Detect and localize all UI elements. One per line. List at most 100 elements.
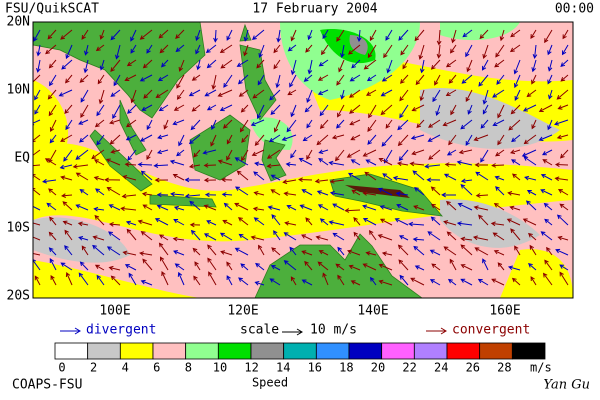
wind-arrow bbox=[492, 119, 505, 126]
wind-arrow bbox=[543, 202, 553, 211]
wind-arrow bbox=[211, 119, 217, 131]
wind-arrow bbox=[434, 74, 441, 86]
wind-arrow bbox=[509, 44, 521, 53]
wind-arrow bbox=[290, 276, 297, 286]
wind-arrow bbox=[336, 29, 345, 42]
wind-arrow bbox=[351, 59, 361, 69]
colorbar-swatch bbox=[479, 342, 513, 360]
wind-arrow bbox=[80, 89, 89, 103]
wind-arrow bbox=[546, 246, 553, 256]
wind-arrow bbox=[125, 220, 137, 226]
wind-arrow bbox=[202, 149, 217, 155]
wind-arrow bbox=[266, 163, 281, 169]
wind-arrow bbox=[254, 281, 265, 286]
colorbar-swatch bbox=[348, 342, 383, 360]
wind-arrow bbox=[130, 29, 137, 42]
wind-arrow bbox=[290, 149, 297, 159]
wind-arrow bbox=[193, 149, 201, 158]
wind-arrow bbox=[34, 104, 41, 115]
wind-arrow bbox=[559, 271, 569, 286]
wind-arrow bbox=[491, 163, 505, 168]
wind-arrow bbox=[75, 149, 89, 160]
wind-arrow bbox=[396, 161, 409, 167]
wind-arrow bbox=[210, 134, 217, 147]
wind-arrow bbox=[257, 74, 265, 86]
wind-arrow bbox=[141, 104, 153, 111]
wind-arrow bbox=[172, 174, 185, 181]
wind-arrow bbox=[270, 174, 281, 181]
wind-arrow bbox=[460, 236, 473, 242]
wind-arrow bbox=[493, 203, 505, 211]
wind-arrow bbox=[253, 191, 265, 196]
wind-arrow bbox=[332, 203, 345, 211]
wind-arrow bbox=[430, 203, 441, 211]
wind-arrow bbox=[276, 29, 281, 43]
wind-arrow bbox=[159, 234, 169, 241]
wind-arrow bbox=[306, 149, 313, 161]
speed-fields bbox=[33, 22, 573, 298]
wind-arrow bbox=[528, 263, 537, 271]
wind-arrow bbox=[94, 214, 105, 226]
colorbar-swatch bbox=[413, 342, 448, 360]
wind-arrow bbox=[110, 149, 121, 154]
wind-arrow bbox=[338, 59, 345, 73]
convergent-arrow bbox=[426, 327, 447, 335]
wind-arrow bbox=[508, 119, 521, 131]
colorbar-swatch bbox=[250, 342, 285, 360]
wind-arrow bbox=[446, 149, 457, 156]
wind-arrow bbox=[157, 74, 169, 82]
wind-arrow bbox=[34, 89, 41, 101]
wind-arrow bbox=[531, 119, 537, 130]
wind-arrow bbox=[368, 104, 377, 119]
wind-arrow bbox=[316, 190, 329, 196]
wind-arrow bbox=[125, 134, 137, 141]
wind-arrow bbox=[50, 274, 57, 286]
wind-arrow bbox=[42, 178, 57, 184]
wind-arrow bbox=[460, 183, 473, 196]
wind-arrow bbox=[126, 59, 137, 67]
wind-arrow bbox=[170, 191, 185, 197]
wind-arrow bbox=[48, 104, 57, 117]
wind-arrow bbox=[462, 29, 473, 38]
colorbar-label: 14 bbox=[276, 361, 290, 375]
wind-arrow bbox=[146, 44, 153, 54]
wind-arrow bbox=[78, 272, 89, 286]
wind-arrow bbox=[412, 237, 425, 242]
wind-arrow bbox=[378, 279, 393, 286]
wind-arrow bbox=[328, 220, 345, 226]
wind-arrow bbox=[84, 44, 89, 56]
convergent-label: convergent bbox=[452, 323, 530, 338]
lon-label: 120E bbox=[227, 304, 258, 319]
wind-arrow bbox=[194, 261, 201, 271]
wind-arrow bbox=[479, 29, 489, 40]
wind-arrow bbox=[419, 59, 425, 74]
wind-arrow bbox=[510, 149, 521, 155]
wind-arrow bbox=[514, 74, 521, 89]
wind-arrow bbox=[96, 104, 105, 117]
wind-arrow bbox=[465, 44, 473, 58]
wind-arrow bbox=[443, 173, 457, 181]
wind-arrow bbox=[163, 119, 169, 130]
colorbar-label: 0 bbox=[58, 361, 65, 375]
wind-arrow bbox=[240, 263, 249, 271]
wind-arrow bbox=[450, 44, 457, 54]
divergent-label: divergent bbox=[86, 323, 156, 338]
wind-arrow bbox=[172, 119, 185, 126]
wind-arrow bbox=[385, 29, 393, 41]
wind-arrow bbox=[460, 119, 473, 130]
wind-arrow bbox=[378, 158, 393, 166]
wind-arrow bbox=[523, 134, 537, 145]
wind-arrow bbox=[362, 218, 377, 226]
colorbar-label: 18 bbox=[339, 361, 353, 375]
wind-arrow bbox=[175, 44, 185, 53]
wind-arrow bbox=[64, 245, 73, 256]
wind-arrow bbox=[169, 159, 185, 166]
wind-arrow bbox=[95, 44, 105, 52]
wind-arrow bbox=[203, 177, 217, 183]
wind-arrow bbox=[369, 29, 377, 42]
wind-arrow bbox=[492, 89, 505, 98]
wind-arrow bbox=[273, 230, 281, 241]
wind-arrow bbox=[33, 236, 41, 241]
wind-arrow bbox=[443, 220, 457, 226]
